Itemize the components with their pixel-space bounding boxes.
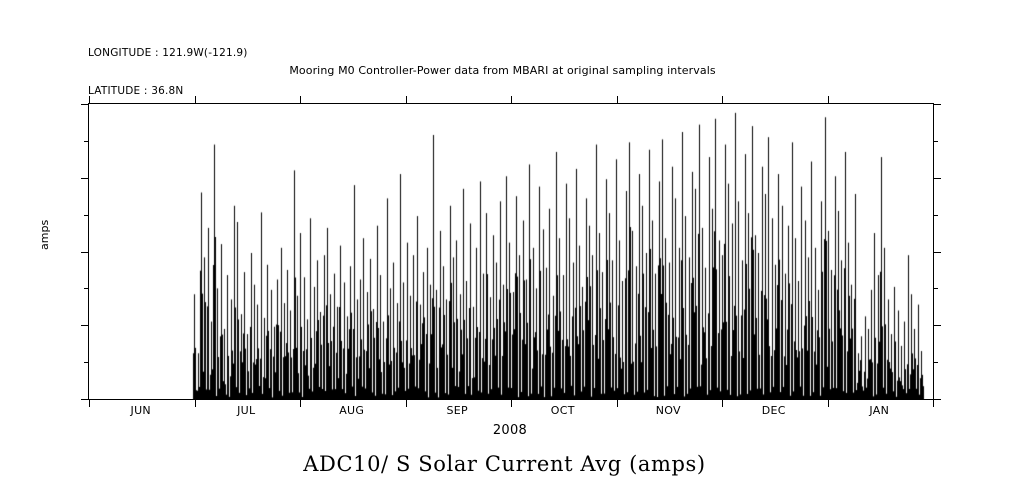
chart-title: Mooring M0 Controller-Power data from MB… bbox=[0, 64, 1009, 77]
x-tick bbox=[616, 399, 618, 407]
longitude-text: LONGITUDE : 121.9W(-121.9) bbox=[88, 47, 248, 60]
x-tick-label: NOV bbox=[655, 404, 681, 417]
plot-area bbox=[81, 96, 941, 407]
y-tick-major-right bbox=[933, 104, 941, 105]
y-tick-minor-right bbox=[933, 362, 938, 364]
x-tick bbox=[827, 399, 829, 407]
y-tick-minor bbox=[84, 362, 89, 364]
x-axis-year: 2008 bbox=[492, 423, 528, 438]
x-tick bbox=[933, 399, 934, 407]
y-tick-major-right bbox=[933, 399, 941, 400]
x-tick-label: DEC bbox=[761, 404, 786, 417]
x-tick-top bbox=[89, 96, 90, 104]
x-tick-top bbox=[194, 96, 196, 104]
x-tick-top bbox=[616, 96, 618, 104]
y-tick-major-right bbox=[933, 177, 941, 179]
y-tick-major bbox=[81, 399, 89, 400]
x-tick bbox=[405, 399, 407, 407]
x-tick-label: JUL bbox=[237, 404, 256, 417]
x-tick-top bbox=[722, 96, 723, 104]
x-tick bbox=[511, 399, 512, 407]
x-tick-label: OCT bbox=[550, 404, 575, 417]
x-tick bbox=[300, 399, 301, 407]
y-tick-minor-right bbox=[933, 140, 938, 142]
y-tick-minor bbox=[84, 214, 89, 216]
plot-inner bbox=[89, 104, 933, 399]
y-tick-minor bbox=[84, 288, 89, 290]
x-tick bbox=[722, 399, 723, 407]
y-tick-major-right bbox=[933, 251, 941, 253]
y-tick-major bbox=[81, 325, 89, 327]
x-tick-label: JUN bbox=[130, 404, 151, 417]
y-tick-minor-right bbox=[933, 214, 938, 216]
latitude-text: LATITUDE : 36.8N bbox=[88, 84, 184, 97]
y-tick-major bbox=[81, 104, 89, 105]
x-tick-top bbox=[405, 96, 407, 104]
y-tick-major bbox=[81, 251, 89, 253]
y-tick-major-right bbox=[933, 325, 941, 327]
x-tick-top bbox=[827, 96, 829, 104]
x-tick-top bbox=[511, 96, 512, 104]
x-tick-label: AUG bbox=[339, 404, 365, 417]
figure-caption: ADC10/ S Solar Current Avg (amps) bbox=[303, 452, 706, 476]
x-tick-top bbox=[300, 96, 301, 104]
chart-title-text: Mooring M0 Controller-Power data from MB… bbox=[289, 64, 716, 77]
x-tick bbox=[89, 399, 90, 407]
y-axis-title: amps bbox=[38, 219, 51, 250]
x-tick-label: JAN bbox=[869, 404, 890, 417]
x-tick bbox=[194, 399, 196, 407]
x-tick-label: SEP bbox=[446, 404, 468, 417]
y-tick-minor-right bbox=[933, 288, 938, 290]
solar-current-series bbox=[89, 104, 933, 399]
y-tick-major bbox=[81, 177, 89, 179]
y-tick-minor bbox=[84, 140, 89, 142]
